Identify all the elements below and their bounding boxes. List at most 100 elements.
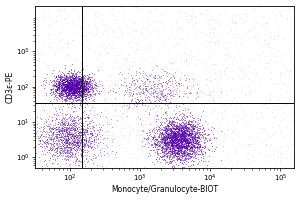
Point xyxy=(230,138,235,141)
Point xyxy=(62,157,67,160)
Point xyxy=(178,149,182,152)
Point xyxy=(162,137,167,140)
Point xyxy=(168,152,173,155)
Point xyxy=(70,128,75,131)
Point xyxy=(189,163,194,166)
Point xyxy=(66,87,71,90)
Point xyxy=(70,87,75,90)
Point xyxy=(189,102,194,105)
Point xyxy=(173,152,178,155)
Point xyxy=(63,176,68,179)
Point xyxy=(171,133,176,137)
Point xyxy=(157,99,162,103)
Point xyxy=(164,81,169,84)
Point xyxy=(122,93,126,96)
Point xyxy=(170,164,175,167)
Point xyxy=(77,98,82,101)
Point xyxy=(161,145,166,148)
Point xyxy=(56,120,61,124)
Point xyxy=(83,96,88,100)
Point xyxy=(81,78,86,81)
Point xyxy=(142,82,147,85)
Point xyxy=(81,143,86,146)
Point xyxy=(180,132,184,135)
Point xyxy=(171,150,176,153)
Point xyxy=(64,93,69,96)
Point xyxy=(160,87,165,90)
Point xyxy=(165,81,170,84)
Point xyxy=(180,133,185,136)
Point xyxy=(195,128,200,131)
Point xyxy=(74,133,79,137)
Point xyxy=(73,76,77,79)
Point xyxy=(72,85,76,88)
Point xyxy=(73,89,77,93)
Point xyxy=(70,77,75,80)
Point xyxy=(136,111,140,114)
Point xyxy=(158,123,163,127)
Point xyxy=(65,80,70,83)
Point xyxy=(64,95,68,98)
Point xyxy=(161,140,166,144)
Point xyxy=(84,85,88,89)
Point xyxy=(58,132,63,135)
Point xyxy=(74,123,79,126)
Point xyxy=(177,138,182,142)
Point xyxy=(82,74,87,78)
Point xyxy=(157,99,162,102)
Point xyxy=(181,144,186,148)
Point xyxy=(81,147,86,150)
Point xyxy=(72,136,77,139)
Point xyxy=(44,140,49,143)
Point xyxy=(61,81,65,84)
Point xyxy=(87,137,92,140)
Point xyxy=(62,75,67,78)
Point xyxy=(139,88,144,91)
Point xyxy=(173,135,178,138)
Point xyxy=(51,136,56,139)
Point xyxy=(54,89,58,92)
Point xyxy=(191,148,196,152)
Point xyxy=(79,83,84,87)
Point xyxy=(87,121,92,124)
Point xyxy=(83,101,88,104)
Point xyxy=(177,142,182,145)
Point xyxy=(85,86,89,90)
Point xyxy=(202,141,207,144)
Point xyxy=(118,28,123,31)
Point xyxy=(56,83,61,87)
Point xyxy=(188,14,193,17)
Point xyxy=(147,131,152,134)
Point xyxy=(70,91,74,94)
Point xyxy=(178,126,182,130)
Point xyxy=(179,148,184,152)
Point xyxy=(65,83,70,86)
Point xyxy=(97,102,101,105)
Point xyxy=(180,132,185,135)
Point xyxy=(187,156,192,160)
Point xyxy=(88,79,93,83)
Point xyxy=(271,108,276,111)
Point xyxy=(50,127,54,130)
Point xyxy=(185,129,190,132)
Point xyxy=(51,84,56,87)
Point xyxy=(69,75,74,78)
Point xyxy=(184,152,189,155)
Point xyxy=(47,169,52,172)
Point xyxy=(160,130,165,133)
Point xyxy=(171,126,176,129)
Point xyxy=(184,141,189,144)
Point xyxy=(63,136,68,140)
Point xyxy=(97,92,102,95)
Point xyxy=(66,132,70,135)
Point xyxy=(161,116,166,120)
Point xyxy=(70,87,75,90)
Point xyxy=(248,4,253,8)
Point xyxy=(63,146,68,149)
Point xyxy=(201,146,206,149)
Point xyxy=(46,114,51,117)
Point xyxy=(64,86,69,89)
Point xyxy=(175,157,180,160)
Point xyxy=(186,147,191,151)
Point xyxy=(63,86,68,89)
